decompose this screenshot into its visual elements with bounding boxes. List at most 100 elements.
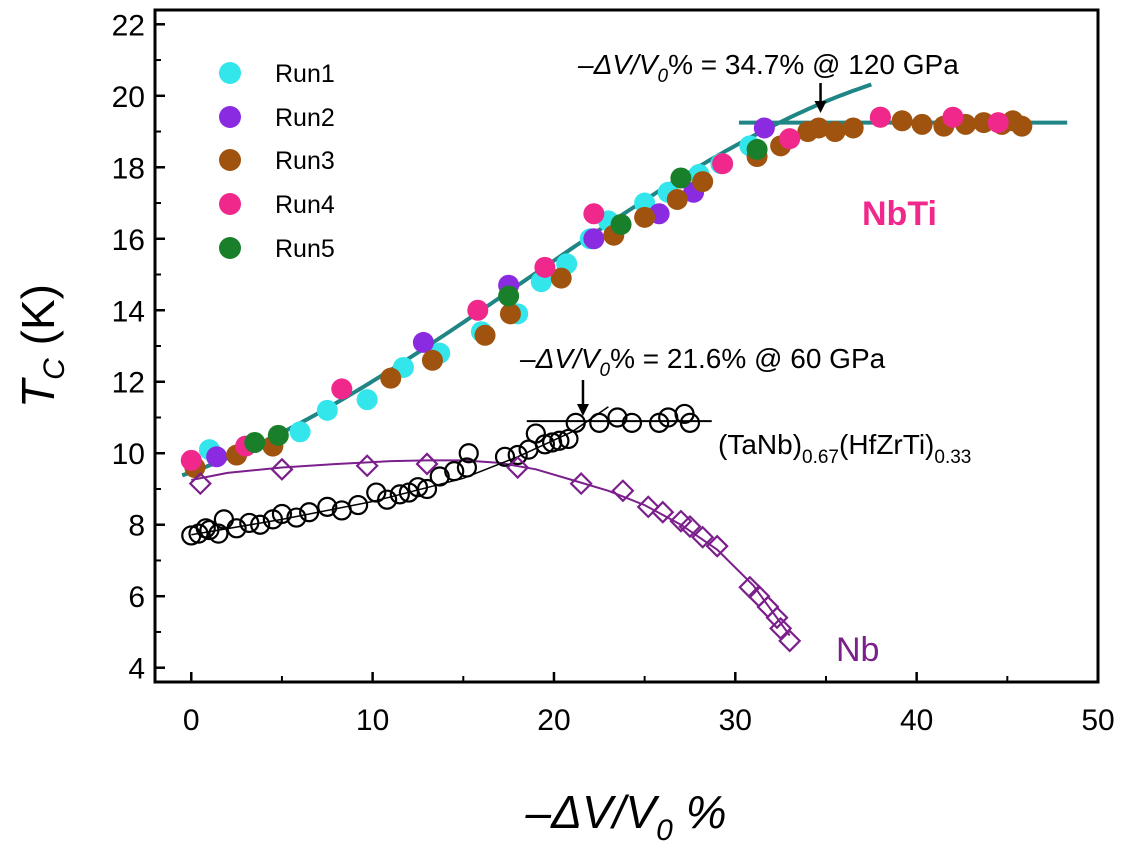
legend-label-run3: Run3 <box>275 147 335 175</box>
point-hea <box>679 412 701 433</box>
point-run1 <box>289 421 311 443</box>
point-run3 <box>474 324 496 346</box>
nbti-fit-curve <box>181 82 872 478</box>
legend-label-run4: Run4 <box>275 191 335 219</box>
point-hea <box>377 489 398 510</box>
y-tick-label: 18 <box>112 152 145 185</box>
point-run3 <box>891 110 913 132</box>
point-hea <box>299 502 320 523</box>
axes: 0 10 20 30 40 50 4 6 8 10 12 14 16 18 20 22 <box>112 9 1115 737</box>
point-hea <box>558 428 579 450</box>
point-nb <box>506 455 530 480</box>
point-run5 <box>670 167 692 189</box>
point-hea <box>317 496 338 517</box>
point-hea <box>366 482 387 503</box>
point-nb <box>611 479 635 503</box>
x-tick-label: 50 <box>1081 704 1114 737</box>
point-run3 <box>666 188 688 210</box>
point-run1 <box>356 389 378 411</box>
point-run3 <box>634 206 656 228</box>
point-hea <box>226 518 247 539</box>
point-hea <box>621 412 643 433</box>
point-hea <box>208 523 229 544</box>
point-hea <box>549 430 570 451</box>
point-run3 <box>499 303 521 325</box>
point-hea <box>389 484 410 505</box>
point-hea <box>416 478 438 500</box>
hea-arrow-head <box>576 404 589 416</box>
point-run2 <box>206 446 228 468</box>
point-nb <box>415 452 439 476</box>
point-nb <box>355 454 379 478</box>
data-markers <box>180 106 1033 653</box>
point-hea <box>407 477 429 498</box>
y-tick-label: 16 <box>112 224 145 257</box>
point-run5 <box>498 285 520 307</box>
point-run3 <box>550 267 572 289</box>
point-hea <box>429 466 450 487</box>
point-hea <box>565 412 586 433</box>
legend-marker-run5 <box>219 237 241 259</box>
point-hea <box>271 503 293 525</box>
point-run4 <box>869 106 891 128</box>
point-run3 <box>842 117 864 139</box>
nbti-arrow-head <box>814 101 827 113</box>
point-run2 <box>753 117 775 139</box>
point-hea <box>444 461 465 482</box>
point-run4 <box>583 203 605 225</box>
point-run3 <box>421 349 443 371</box>
x-tick-label: 30 <box>719 704 752 737</box>
point-run4 <box>534 256 556 278</box>
legend-label-run2: Run2 <box>275 104 335 132</box>
point-nb <box>270 457 294 481</box>
y-tick-label: 14 <box>112 295 145 328</box>
point-run3 <box>692 171 714 193</box>
y-tick-label: 22 <box>112 9 145 42</box>
point-hea <box>458 443 479 464</box>
x-tick-label: 0 <box>183 704 200 737</box>
point-run3 <box>824 121 846 143</box>
x-tick-label: 20 <box>537 704 570 737</box>
point-hea <box>507 444 528 466</box>
nbti-transition-annotation: –ΔV/V0% = 34.7% @ 120 GPa <box>577 49 959 87</box>
y-tick-label: 6 <box>128 581 145 614</box>
point-run4 <box>712 153 734 175</box>
legend-label-run1: Run1 <box>275 60 335 88</box>
point-nb <box>678 514 702 539</box>
point-hea <box>456 457 478 478</box>
point-nb <box>569 472 593 496</box>
point-hea <box>589 412 610 433</box>
point-run3 <box>911 113 933 135</box>
point-run4 <box>180 449 202 471</box>
legend-marker-run1 <box>219 62 241 84</box>
point-hea <box>239 512 260 534</box>
y-tick-label: 12 <box>112 367 145 400</box>
point-run2 <box>583 228 605 250</box>
legend-marker-run3 <box>219 149 241 171</box>
legend-marker-run2 <box>219 106 241 128</box>
point-run4 <box>467 299 489 321</box>
y-tick-label: 4 <box>128 653 145 686</box>
point-run5 <box>267 424 289 446</box>
point-run5 <box>610 213 632 235</box>
y-tick-label: 8 <box>128 510 145 543</box>
point-hea <box>348 494 369 516</box>
point-nb <box>765 606 789 630</box>
point-run4 <box>942 106 964 128</box>
point-run3 <box>380 367 402 389</box>
point-nb <box>778 629 802 653</box>
point-nb <box>769 616 793 640</box>
point-run3 <box>1011 115 1033 137</box>
point-hea <box>286 507 307 528</box>
point-hea <box>494 446 516 467</box>
point-hea <box>607 407 628 428</box>
x-tick-label: 10 <box>356 704 389 737</box>
point-nb <box>705 534 729 558</box>
legend-label-run5: Run5 <box>275 235 335 263</box>
point-hea <box>250 514 271 535</box>
hea-transition-annotation: –ΔV/V0% = 21.6% @ 60 GPa <box>519 343 886 381</box>
x-tick-label: 40 <box>900 704 933 737</box>
point-nb <box>651 500 675 524</box>
point-nb <box>636 495 660 519</box>
